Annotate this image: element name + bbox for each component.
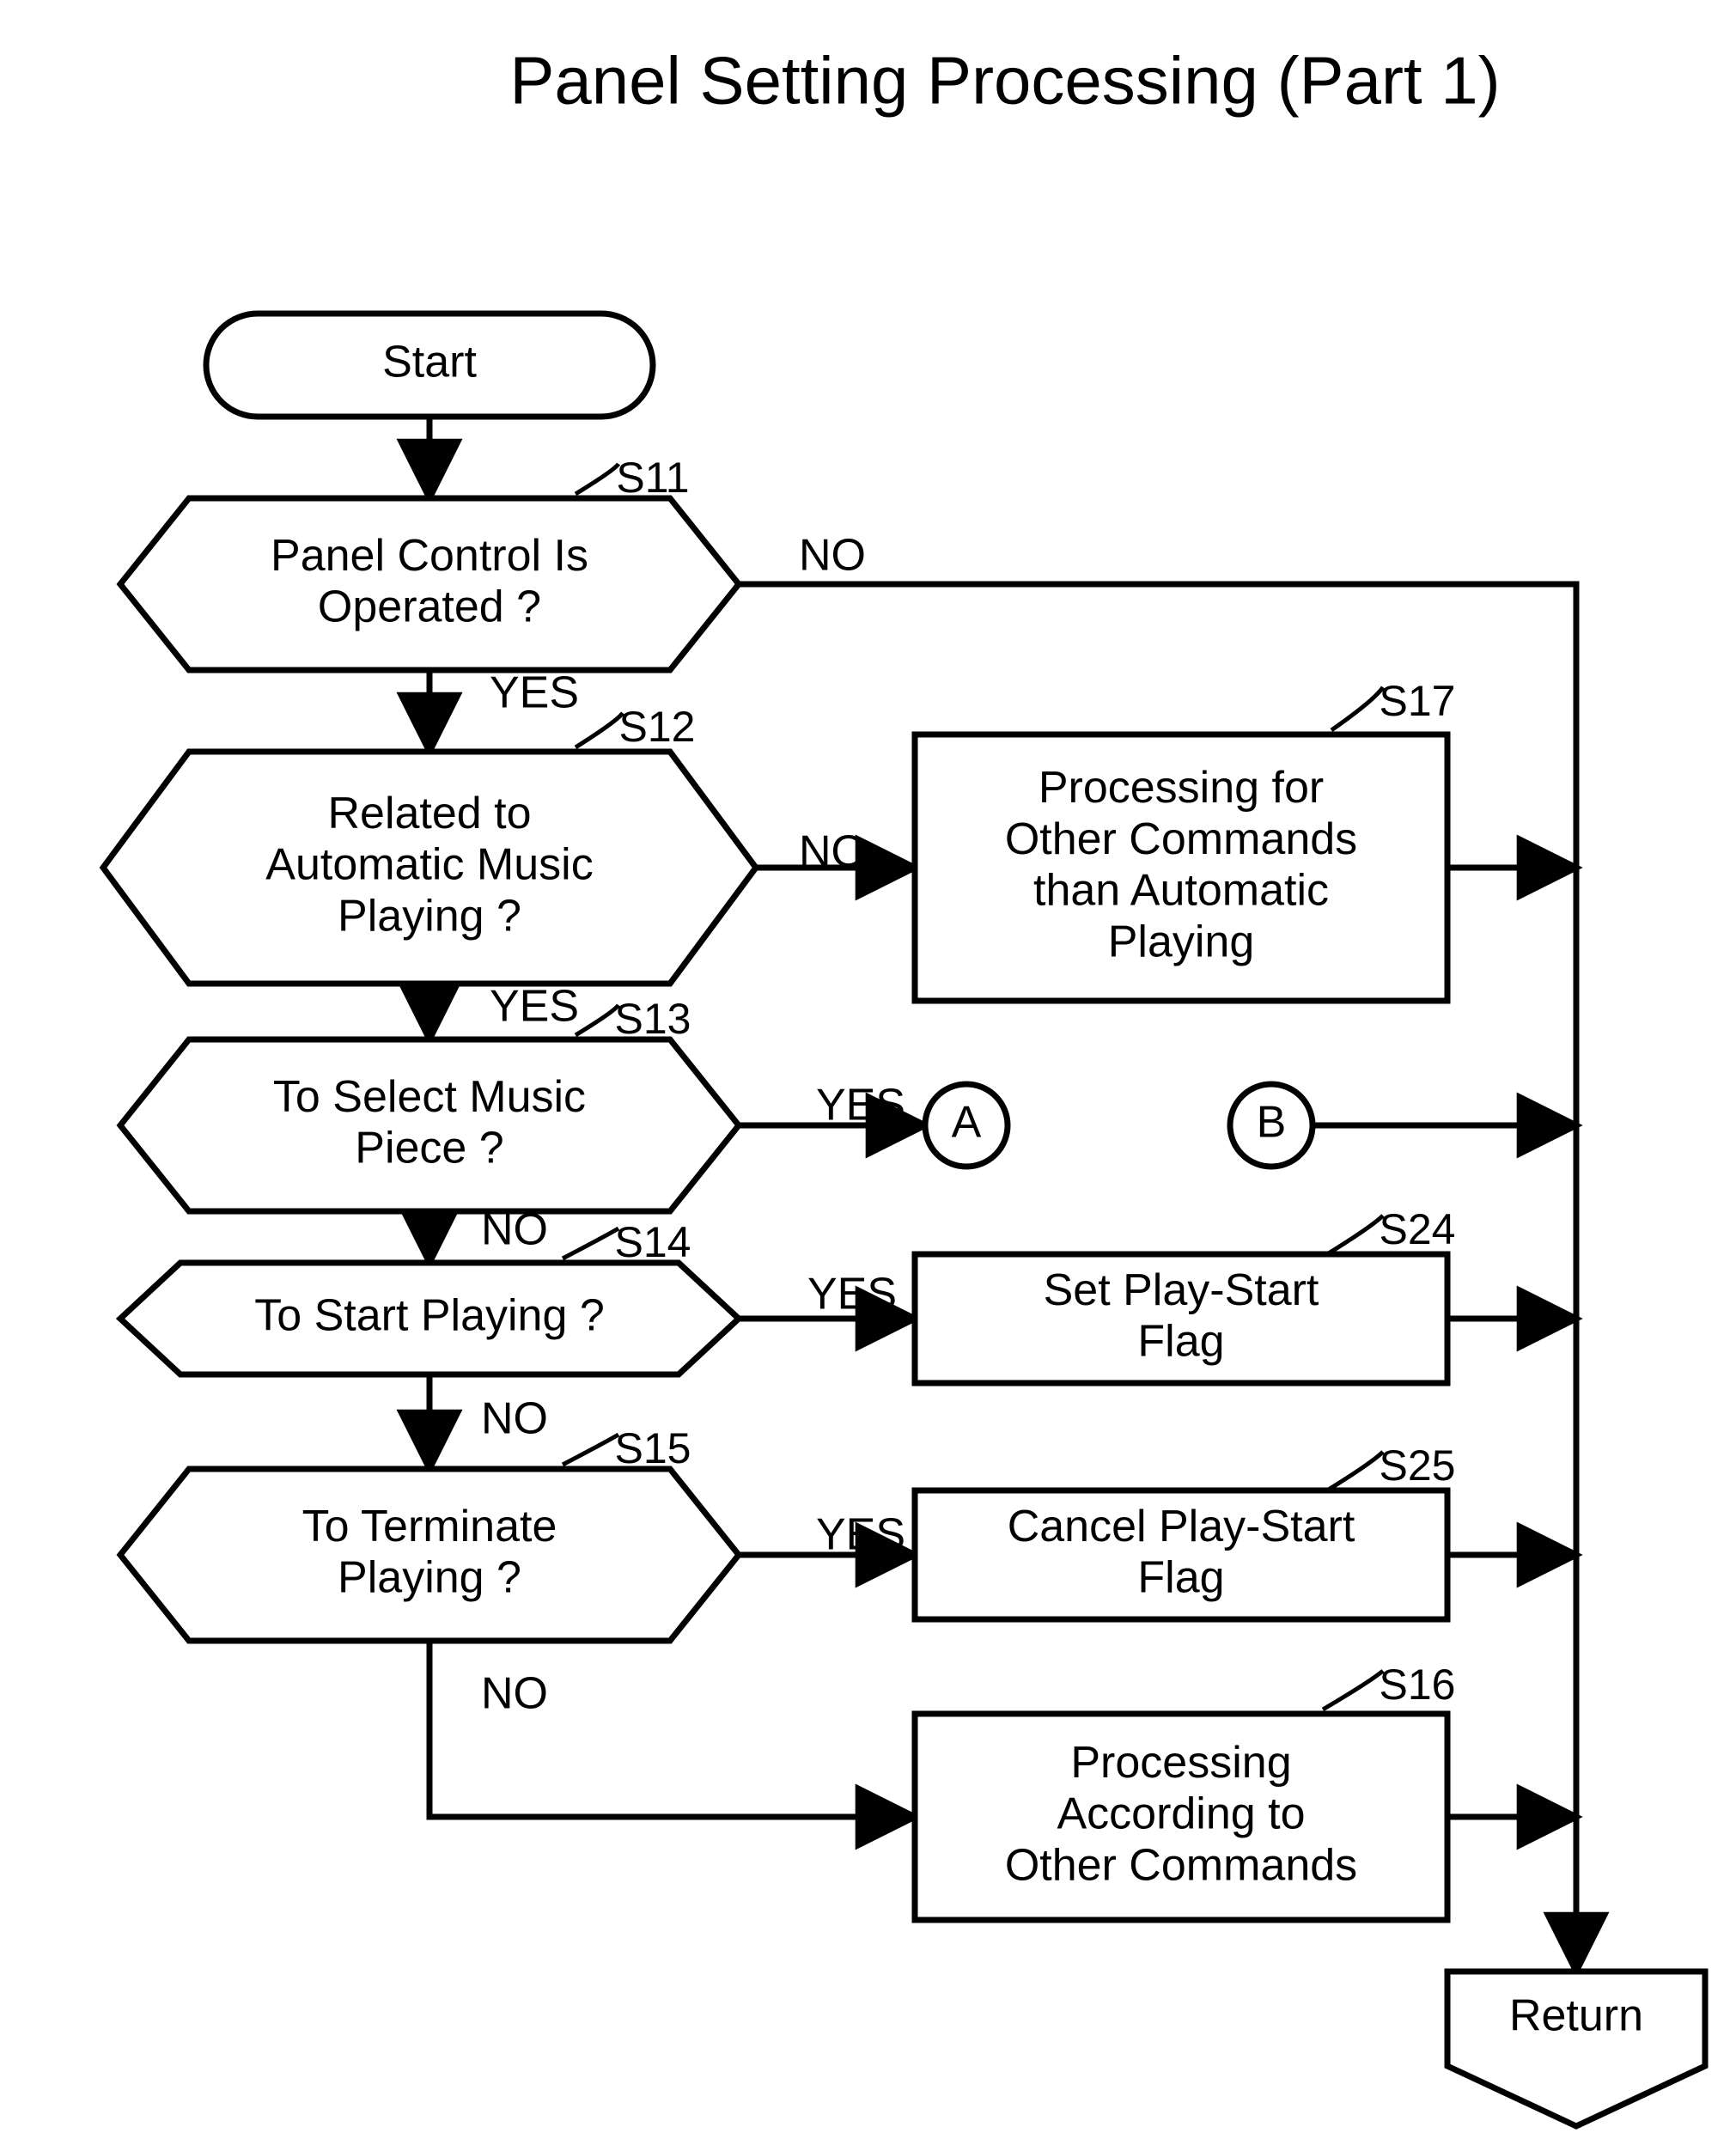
ref-label-s13: S13 xyxy=(615,995,691,1043)
edge-label-8: YES xyxy=(807,1270,897,1319)
node-text-s13-0: To Select Music xyxy=(273,1072,586,1122)
ref-label-s25: S25 xyxy=(1380,1441,1456,1490)
node-text-s16-1: According to xyxy=(1057,1789,1305,1839)
node-text-s15-1: Playing ? xyxy=(338,1553,521,1603)
edge-label-9: YES xyxy=(816,1510,905,1560)
edge-label-5: NO xyxy=(481,1669,548,1719)
node-text-s17-0: Processing for xyxy=(1039,763,1324,813)
node-text-connA-0: A xyxy=(952,1098,982,1148)
node-text-return-0: Return xyxy=(1509,1991,1643,2041)
ref-label-s24: S24 xyxy=(1380,1205,1456,1253)
ref-label-s16: S16 xyxy=(1380,1661,1456,1709)
node-text-s14-0: To Start Playing ? xyxy=(254,1291,605,1341)
edge-label-1: YES xyxy=(490,668,579,718)
ref-label-s11: S11 xyxy=(616,454,689,502)
edge-label-6: NO xyxy=(799,827,866,877)
diagram-title: Panel Setting Processing (Part 1) xyxy=(509,43,1500,119)
node-text-s11-1: Operated ? xyxy=(318,582,541,632)
ref-label-s14: S14 xyxy=(615,1218,691,1266)
edge-label-4: NO xyxy=(481,1394,548,1444)
edge-label-2: YES xyxy=(490,982,579,1032)
node-text-s12-2: Playing ? xyxy=(338,892,521,942)
node-text-s24-0: Set Play-Start xyxy=(1044,1265,1319,1315)
node-text-s17-3: Playing xyxy=(1108,917,1255,966)
node-text-s24-1: Flag xyxy=(1137,1317,1224,1367)
ref-label-s17: S17 xyxy=(1380,677,1456,725)
node-text-s16-2: Other Commands xyxy=(1005,1841,1357,1891)
node-text-s25-0: Cancel Play-Start xyxy=(1008,1502,1355,1551)
node-text-s17-1: Other Commands xyxy=(1005,814,1357,864)
node-text-start-0: Start xyxy=(382,338,477,387)
node-text-s16-0: Processing xyxy=(1070,1738,1291,1788)
ref-label-s15: S15 xyxy=(615,1424,691,1472)
node-text-s25-1: Flag xyxy=(1137,1553,1224,1603)
node-text-s12-1: Automatic Music xyxy=(265,840,593,890)
flowchart-svg: Panel Setting Processing (Part 1) YES YES N… xyxy=(0,0,1736,2133)
node-text-s15-0: To Terminate xyxy=(302,1502,557,1551)
edge-label-7: YES xyxy=(816,1081,905,1130)
node-text-s12-0: Related to xyxy=(327,789,531,838)
node-text-s11-0: Panel Control Is xyxy=(271,531,588,581)
node-text-s13-1: Piece ? xyxy=(355,1124,503,1173)
ref-label-s12: S12 xyxy=(619,703,696,751)
edge-label-11: NO xyxy=(799,531,866,581)
node-text-s17-2: than Automatic xyxy=(1033,866,1329,916)
node-text-connB-0: B xyxy=(1257,1098,1287,1148)
